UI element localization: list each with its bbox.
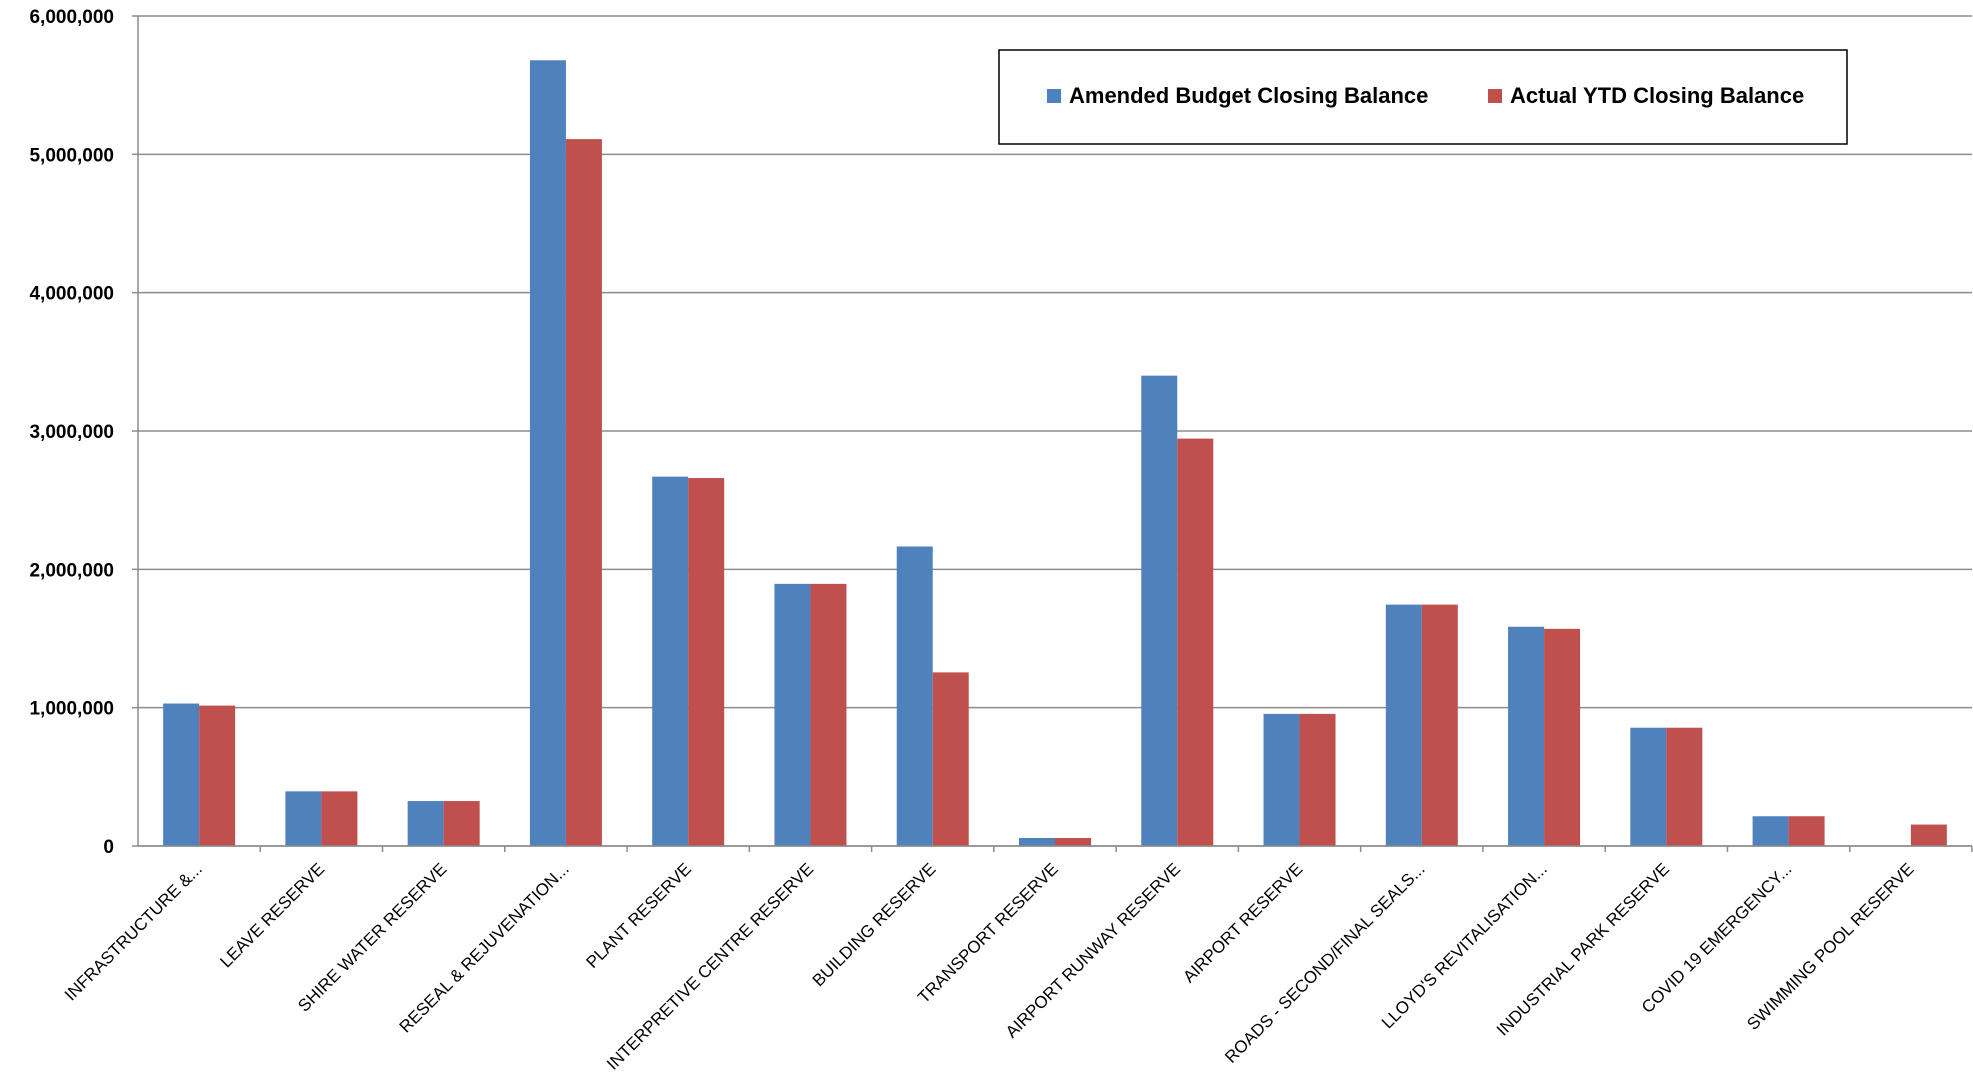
x-tick-label: LEAVE RESERVE (216, 859, 328, 971)
bar-amended-budget (1385, 604, 1422, 846)
legend-label: Actual YTD Closing Balance (1510, 83, 1804, 108)
bar-amended-budget (1141, 375, 1178, 846)
legend-label: Amended Budget Closing Balance (1069, 83, 1428, 108)
y-tick-label: 4,000,000 (29, 284, 114, 305)
bar-amended-budget (163, 703, 200, 846)
y-tick-label: 5,000,000 (29, 145, 114, 166)
bar-amended-budget (774, 583, 811, 846)
gridlines (138, 15, 1972, 847)
bar-actual-ytd (1910, 824, 1947, 846)
legend-swatch (1488, 89, 1502, 103)
bar-actual-ytd (199, 705, 236, 846)
bar-amended-budget (1263, 713, 1300, 846)
legend-box (998, 49, 1848, 145)
y-tick-label: 3,000,000 (29, 422, 114, 443)
x-tick-label: INFRASTRUCTURE &... (61, 859, 206, 1004)
y-tick-label: 6,000,000 (29, 7, 114, 28)
bar-amended-budget (1019, 837, 1055, 846)
bar-amended-budget (1630, 727, 1667, 846)
bars (163, 60, 1947, 847)
bar-actual-ytd (1544, 628, 1581, 846)
x-tick-label: AIRPORT RESERVE (1179, 859, 1306, 986)
x-tick-label: BUILDING RESERVE (809, 859, 940, 990)
x-tick-label: INTERPRETIVE CENTRE RESERVE (603, 859, 817, 1073)
axes (132, 15, 1973, 852)
bar-amended-budget (529, 60, 566, 847)
bar-amended-budget (896, 546, 933, 846)
bar-actual-ytd (688, 478, 725, 846)
bar-actual-ytd (1788, 816, 1825, 846)
y-tick-label: 2,000,000 (29, 560, 114, 581)
y-tick-label: 0 (103, 837, 114, 858)
x-tick-label: TRANSPORT RESERVE (914, 859, 1062, 1007)
x-tick-label: ROADS - SECOND/FINAL SEALS... (1221, 859, 1428, 1066)
y-tick-label: 1,000,000 (29, 699, 114, 720)
x-tick-label: PLANT RESERVE (582, 859, 695, 972)
bar-actual-ytd (565, 139, 602, 846)
bar-actual-ytd (443, 801, 480, 846)
bar-amended-budget (407, 801, 444, 846)
bar-actual-ytd (810, 583, 847, 846)
bar-actual-ytd (1421, 604, 1458, 846)
bar-actual-ytd (1299, 713, 1336, 846)
bar-amended-budget (1508, 626, 1545, 846)
bar-actual-ytd (1055, 837, 1091, 846)
legend: Amended Budget Closing Balance Actual YTD… (998, 49, 1848, 145)
bar-amended-budget (1752, 816, 1789, 846)
legend-swatch (1047, 89, 1061, 103)
bar-amended-budget (285, 791, 322, 846)
bar-actual-ytd (321, 791, 358, 846)
y-axis-tick-labels: 0 1,000,000 2,000,000 3,000,000 4,000,000 5,0… (29, 7, 114, 858)
bar-actual-ytd (1666, 727, 1703, 846)
bar-actual-ytd (1177, 438, 1214, 846)
bar-amended-budget (652, 476, 689, 846)
bar-actual-ytd (932, 672, 969, 846)
